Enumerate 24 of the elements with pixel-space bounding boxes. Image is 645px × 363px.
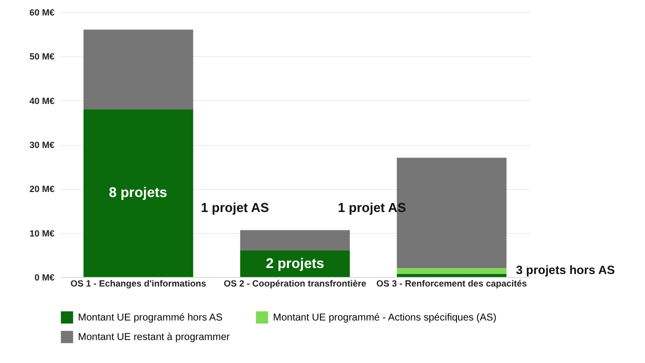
legend-label: Montant UE programmé hors AS	[78, 312, 223, 324]
bar	[396, 274, 506, 277]
y-tick-label: 40 M€	[29, 96, 54, 106]
y-tick-label: 30 M€	[29, 140, 54, 150]
y-tick-label: 0 M€	[34, 272, 54, 282]
legend-label: Montant UE programmé - Actions spécifiques (AS)	[273, 312, 496, 324]
y-tick-label: 10 M€	[29, 228, 54, 238]
y-tick-label: 60 M€	[29, 8, 54, 18]
annotation: 8 projets	[108, 184, 168, 200]
y-tick-label: 20 M€	[29, 184, 54, 194]
x-tick-label: OS 1 - Echanges d'informations	[70, 278, 206, 288]
annotation: 3 projets hors AS	[516, 263, 615, 277]
y-tick-label: 50 M€	[29, 52, 54, 62]
bar	[396, 268, 506, 274]
bar	[84, 30, 194, 110]
annotation: 1 projet AS	[338, 200, 406, 215]
bar	[240, 250, 350, 277]
x-tick-label: OS 3 - Renforcement des capacités	[376, 278, 527, 288]
bar	[84, 109, 194, 277]
annotation: 2 projets	[266, 255, 324, 271]
legend-label: Montant UE restant à programmer	[78, 332, 230, 343]
x-tick-label: OS 2 - Coopération transfrontière	[224, 278, 366, 288]
annotation: 1 projet AS	[200, 200, 270, 215]
bar	[240, 230, 350, 250]
